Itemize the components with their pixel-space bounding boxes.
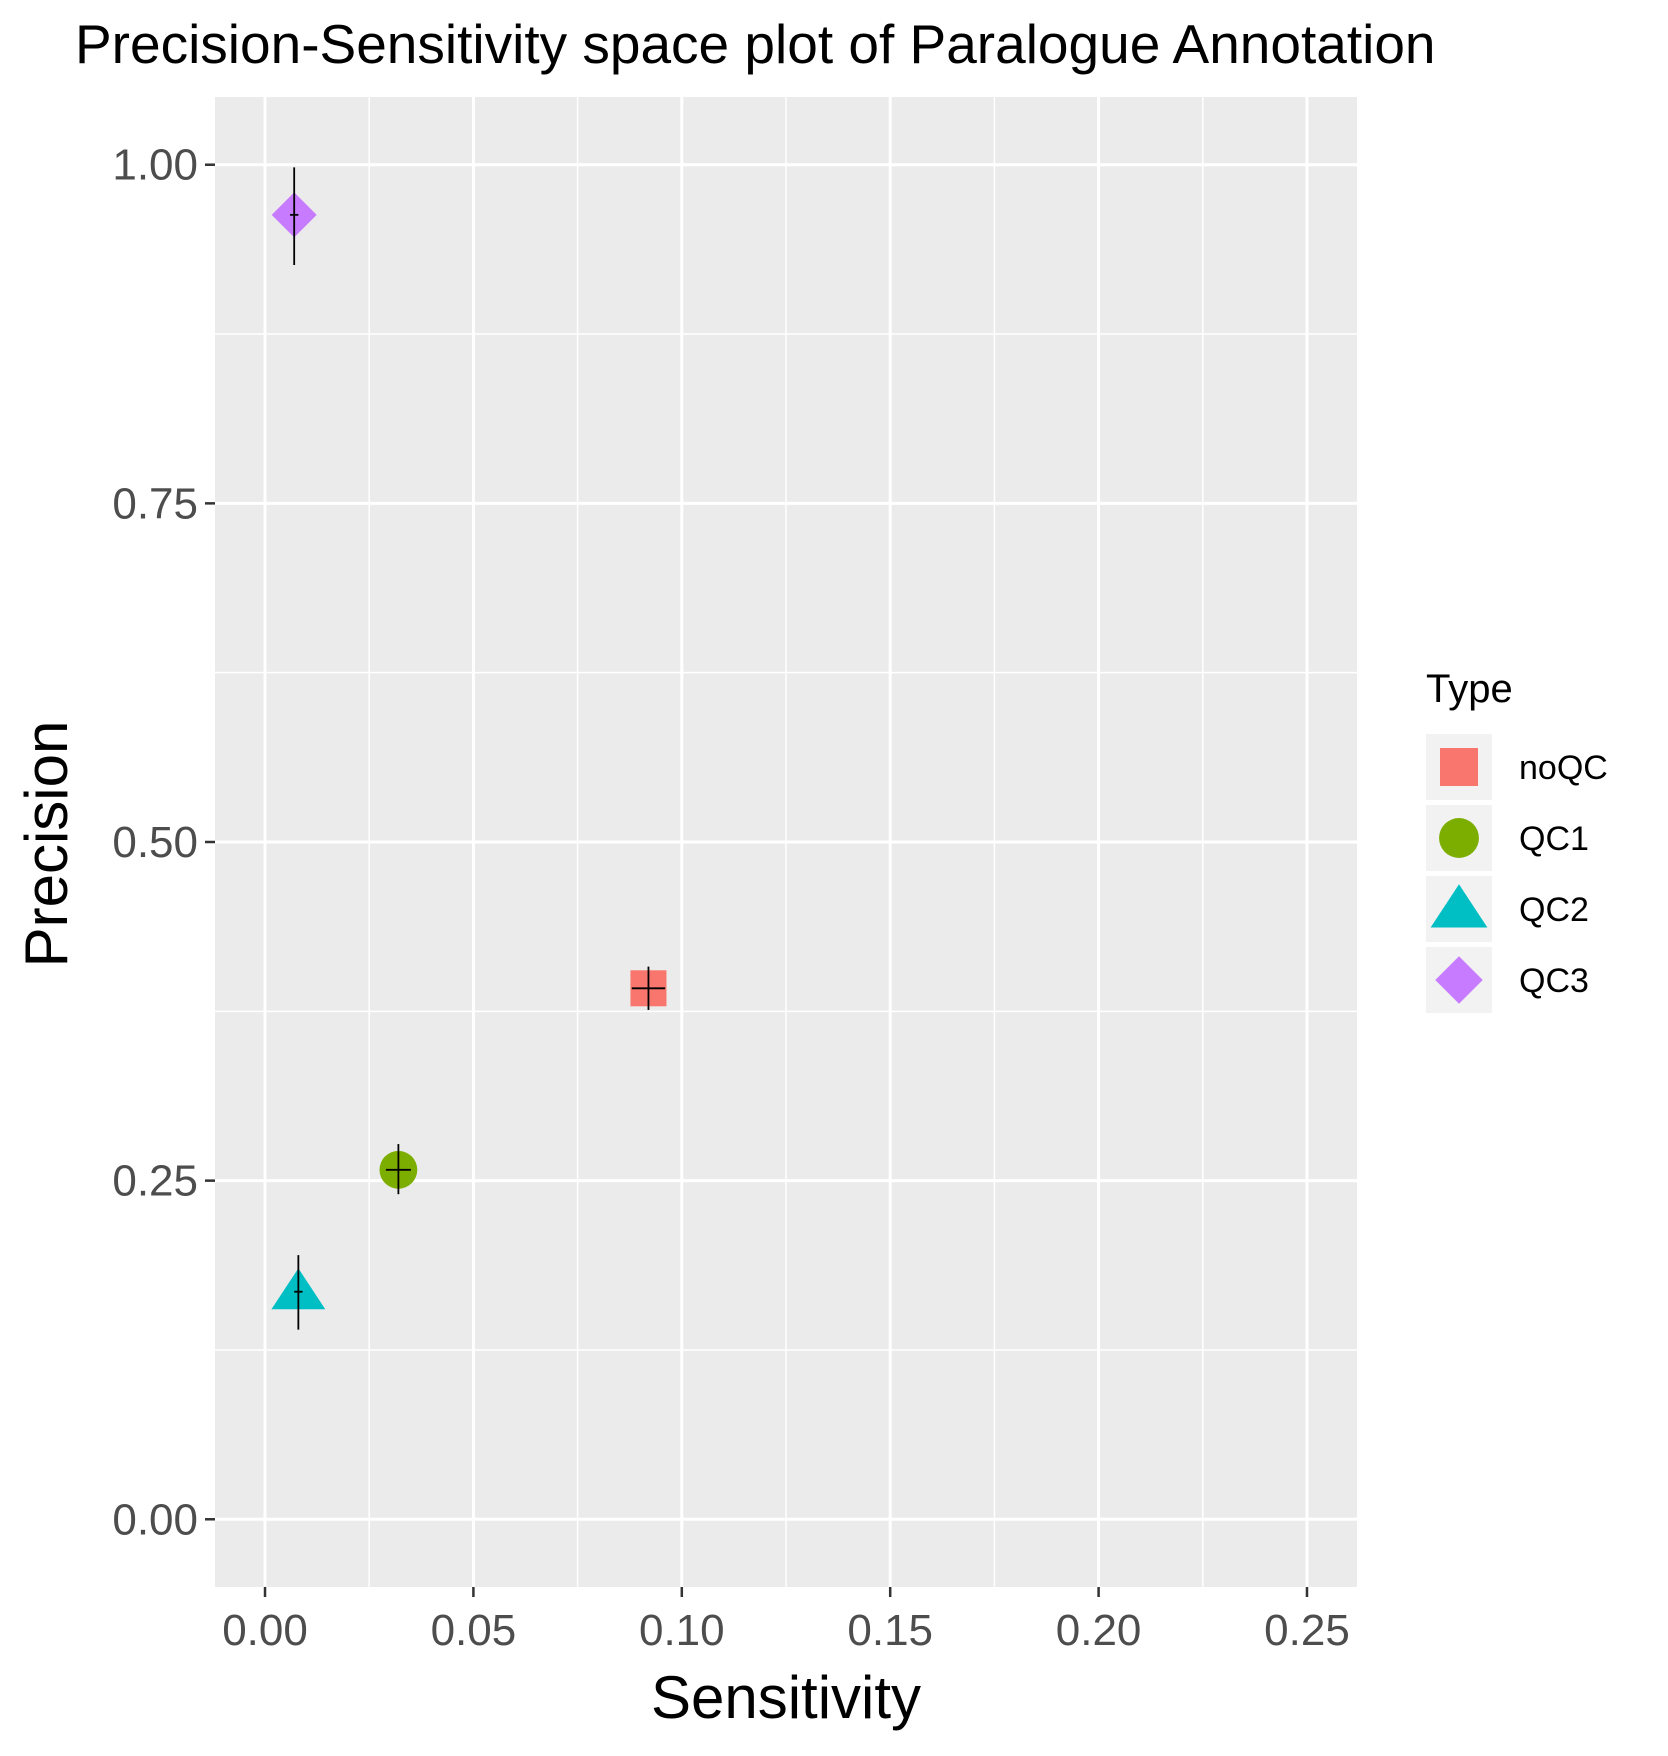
- legend-title: Type: [1426, 667, 1513, 711]
- y-tick-label: 0.25: [112, 1157, 198, 1206]
- legend-item-QC3: QC3: [1426, 947, 1589, 1013]
- legend-label-QC1: QC1: [1519, 820, 1589, 858]
- legend-label-QC3: QC3: [1519, 962, 1589, 1000]
- legend-key-QC3: [1435, 956, 1483, 1004]
- point-group-QC1: [379, 1144, 418, 1195]
- legend-label-noQC: noQC: [1519, 749, 1608, 787]
- y-tick-label: 1.00: [112, 141, 198, 190]
- legend-key-noQC: [1440, 748, 1478, 786]
- y-tick-label: 0.75: [112, 479, 198, 528]
- data-points: [271, 167, 667, 1330]
- x-tick-label: 0.25: [1264, 1606, 1350, 1655]
- grid-major: [215, 97, 1357, 1587]
- legend-item-QC2: QC2: [1426, 876, 1589, 942]
- x-tick-label: 0.15: [847, 1606, 933, 1655]
- legend: Type noQC QC1 QC2 QC3: [1426, 667, 1608, 1013]
- legend-key-QC1: [1439, 818, 1479, 858]
- legend-key-QC2: [1430, 884, 1488, 928]
- x-tick-label: 0.20: [1056, 1606, 1142, 1655]
- y-axis: 0.00 0.25 0.50 0.75 1.00: [112, 141, 215, 1544]
- y-axis-title: Precision: [13, 721, 80, 968]
- x-tick-label: 0.00: [222, 1606, 308, 1655]
- x-axis: 0.00 0.05 0.10 0.15 0.20 0.25: [222, 1587, 1350, 1655]
- x-tick-label: 0.05: [431, 1606, 517, 1655]
- y-tick-label: 0.00: [112, 1495, 198, 1544]
- y-tick-label: 0.50: [112, 818, 198, 867]
- point-group-QC2: [271, 1255, 326, 1330]
- x-tick-label: 0.10: [639, 1606, 725, 1655]
- legend-item-noQC: noQC: [1426, 734, 1608, 800]
- chart-title: Precision-Sensitivity space plot of Para…: [75, 13, 1436, 75]
- legend-label-QC2: QC2: [1519, 891, 1589, 929]
- legend-item-QC1: QC1: [1426, 805, 1589, 871]
- point-group-noQC: [630, 966, 667, 1010]
- x-axis-title: Sensitivity: [651, 1664, 921, 1731]
- point-group-QC3: [271, 167, 317, 265]
